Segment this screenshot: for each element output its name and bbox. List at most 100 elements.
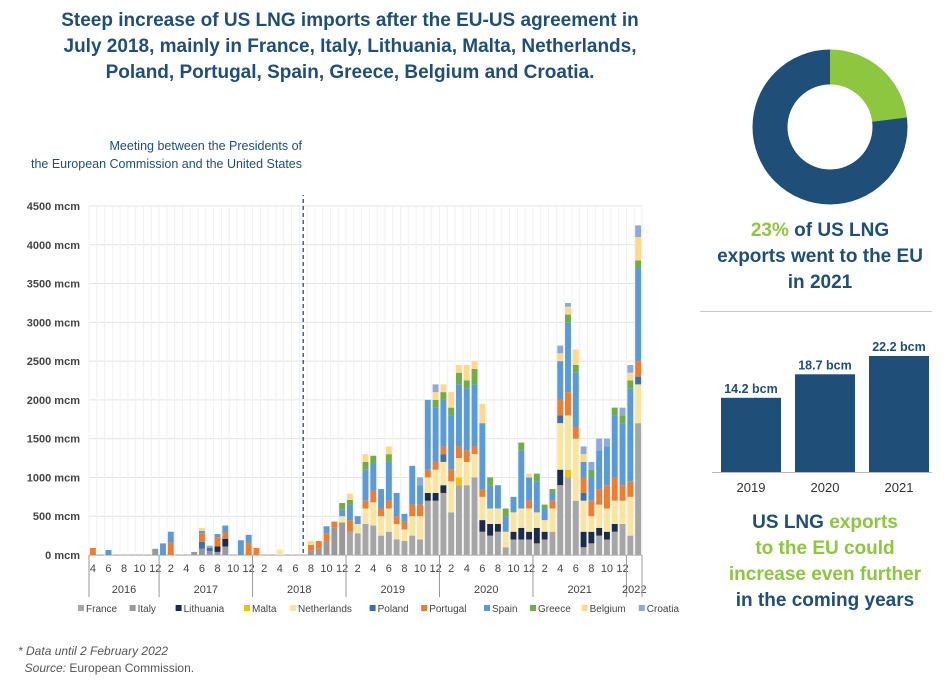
bar-segment-malta-2020-03	[456, 477, 462, 486]
annual-value-label: 14.2 bcm	[724, 382, 778, 396]
bar-segment-spain-2019-02	[354, 516, 361, 524]
annual-bar-2019	[721, 397, 781, 472]
legend-swatch-france	[78, 605, 84, 611]
bar-segment-france-2019-02	[354, 533, 361, 555]
x-tick-label: 2	[355, 563, 361, 575]
outlook-line1b: exports	[829, 512, 898, 533]
legend-swatch-croatia	[638, 605, 645, 611]
bar-segment-spain-2019-01	[346, 504, 353, 521]
lng-imports-stacked-bar-chart: 0 mcm 500 mcm 1000 mcm 1500 mcm 2000 mcm 2500…	[27, 195, 680, 615]
bar-segment-netherlands-2019-11	[424, 477, 431, 493]
bar-segment-italy-2018-11	[331, 527, 338, 555]
year-label: 2021	[567, 584, 591, 596]
bar-segment-belgium-2021-04	[557, 353, 564, 362]
bar-segment-france-2019-11	[424, 500, 431, 555]
bar-segment-belgium-2022-01	[627, 372, 634, 381]
bar-segment-spain-2022-02	[635, 268, 642, 362]
bar-segment-spain-2017-01	[160, 543, 166, 555]
chart-title: Steep increase of US LNG imports after t…	[61, 10, 639, 83]
bar-segment-greece-2021-12	[619, 415, 626, 424]
annual-category-label: 2021	[885, 480, 914, 495]
bar-segment-greece-2019-01	[346, 499, 353, 505]
bar-segment-greece-2019-04	[370, 455, 377, 464]
bar-segment-netherlands-2019-03	[362, 508, 369, 524]
outlook-text: US LNG exports to the EU could increase …	[700, 510, 950, 614]
x-tick-label: 10	[134, 563, 146, 575]
bar-segment-spain-2021-11	[611, 415, 618, 478]
legend-swatch-netherlands	[290, 605, 296, 611]
bar-segment-portugal-2018-10	[323, 533, 330, 542]
legend-label-croatia: Croatia	[647, 604, 680, 615]
bar-segment-netherlands-2019-10	[417, 516, 423, 540]
x-tick-label: 12	[429, 563, 441, 575]
bar-segment-portugal-2020-03	[456, 446, 462, 459]
bar-segment-italy-2016-12	[152, 548, 159, 555]
bar-segment-greece-2019-12	[432, 399, 439, 408]
bar-segment-portugal-2019-08	[401, 521, 408, 530]
x-tick-label: 12	[616, 563, 628, 575]
bar-segment-portugal-2019-07	[393, 516, 400, 524]
bar-segment-portugal-2021-03	[549, 500, 556, 509]
bar-segment-france-2021-04	[557, 485, 564, 555]
bar-segment-belgium-2020-03	[456, 364, 462, 373]
bar-segment-france-2021-05	[565, 477, 571, 555]
bar-segment-poland-2017-06	[198, 541, 205, 549]
bar-segment-spain-2021-09	[596, 450, 603, 490]
bar-segment-italy-2018-09	[315, 548, 322, 555]
bar-segment-italy-2017-06	[198, 548, 205, 555]
legend-swatch-poland	[369, 605, 376, 611]
bar-segment-belgium-2019-03	[362, 454, 369, 462]
meeting-annotation: Meeting between the Presidents of the Eu…	[31, 137, 302, 173]
bar-segment-spain-2019-03	[362, 469, 369, 501]
outlook-line4: in the coming years	[735, 590, 915, 611]
bar-segment-spain-2019-05	[378, 489, 385, 509]
bar-segment-spain-2021-03	[549, 492, 556, 501]
year-label: 2018	[287, 584, 311, 596]
bar-segment-lithuania-2021-01	[533, 527, 540, 544]
bar-segment-spain-2021-06	[572, 372, 579, 428]
bar-segment-greece-2020-07	[487, 477, 494, 486]
bar-segment-portugal-2018-09	[315, 541, 322, 549]
bar-segment-spain-2018-10	[323, 526, 330, 534]
bar-segment-netherlands-2021-11	[611, 500, 618, 524]
bar-segment-france-2019-03	[362, 523, 369, 555]
bar-segment-greece-2021-11	[611, 407, 618, 416]
bar-segment-croatia-2021-07	[580, 446, 587, 455]
bar-segment-france-2020-03	[456, 485, 462, 555]
x-tick-label: 2	[542, 563, 548, 575]
footnote: * Data until 2 February 2022 Source: Eur…	[18, 644, 195, 675]
outlook-line2: to the EU could	[755, 538, 895, 559]
bar-segment-portugal-2019-01	[346, 520, 353, 532]
bar-segment-greece-2020-11	[518, 442, 525, 451]
bar-segment-greece-2022-01	[627, 380, 634, 389]
bar-segment-spain-2019-11	[424, 399, 431, 470]
x-tick-label: 8	[214, 563, 220, 575]
annual-value-label: 22.2 bcm	[872, 340, 926, 354]
bar-segment-belgium-2020-05	[471, 361, 478, 369]
bar-segment-belgium-2020-02	[448, 392, 455, 408]
bar-segment-lithuania-2019-11	[424, 492, 431, 501]
legend-label-poland: Poland	[378, 604, 409, 615]
bar-segment-greece-2021-01	[533, 473, 540, 482]
x-tick-label: 2	[168, 563, 174, 575]
bar-segment-belgium-2020-12	[526, 473, 533, 478]
bar-segment-lithuania-2021-04	[557, 469, 564, 486]
bar-segment-lithuania-2019-12	[432, 492, 439, 501]
x-tick-label: 12	[523, 563, 535, 575]
bar-segment-france-2020-05	[471, 477, 478, 555]
bar-segment-greece-2018-12	[339, 503, 346, 510]
legend-swatch-italy	[129, 605, 136, 611]
annual-category-label: 2020	[811, 480, 840, 495]
legend-swatch-spain	[484, 605, 490, 611]
bar-segment-portugal-2019-11	[424, 469, 431, 478]
bar-segment-netherlands-2018-12	[339, 516, 346, 523]
legend-label-portugal: Portugal	[429, 604, 466, 615]
bar-segment-italy-2018-12	[339, 522, 346, 555]
bar-segment-portugal-2021-06	[572, 427, 579, 439]
bar-segment-spain-2017-11	[237, 540, 244, 555]
bar-segment-france-2019-05	[378, 535, 385, 555]
kpi-text-line2: exports went to the EU	[717, 246, 923, 267]
bar-segment-greece-2022-02	[635, 260, 642, 269]
x-tick-label: 6	[479, 563, 485, 575]
year-label: 2016	[112, 584, 136, 596]
